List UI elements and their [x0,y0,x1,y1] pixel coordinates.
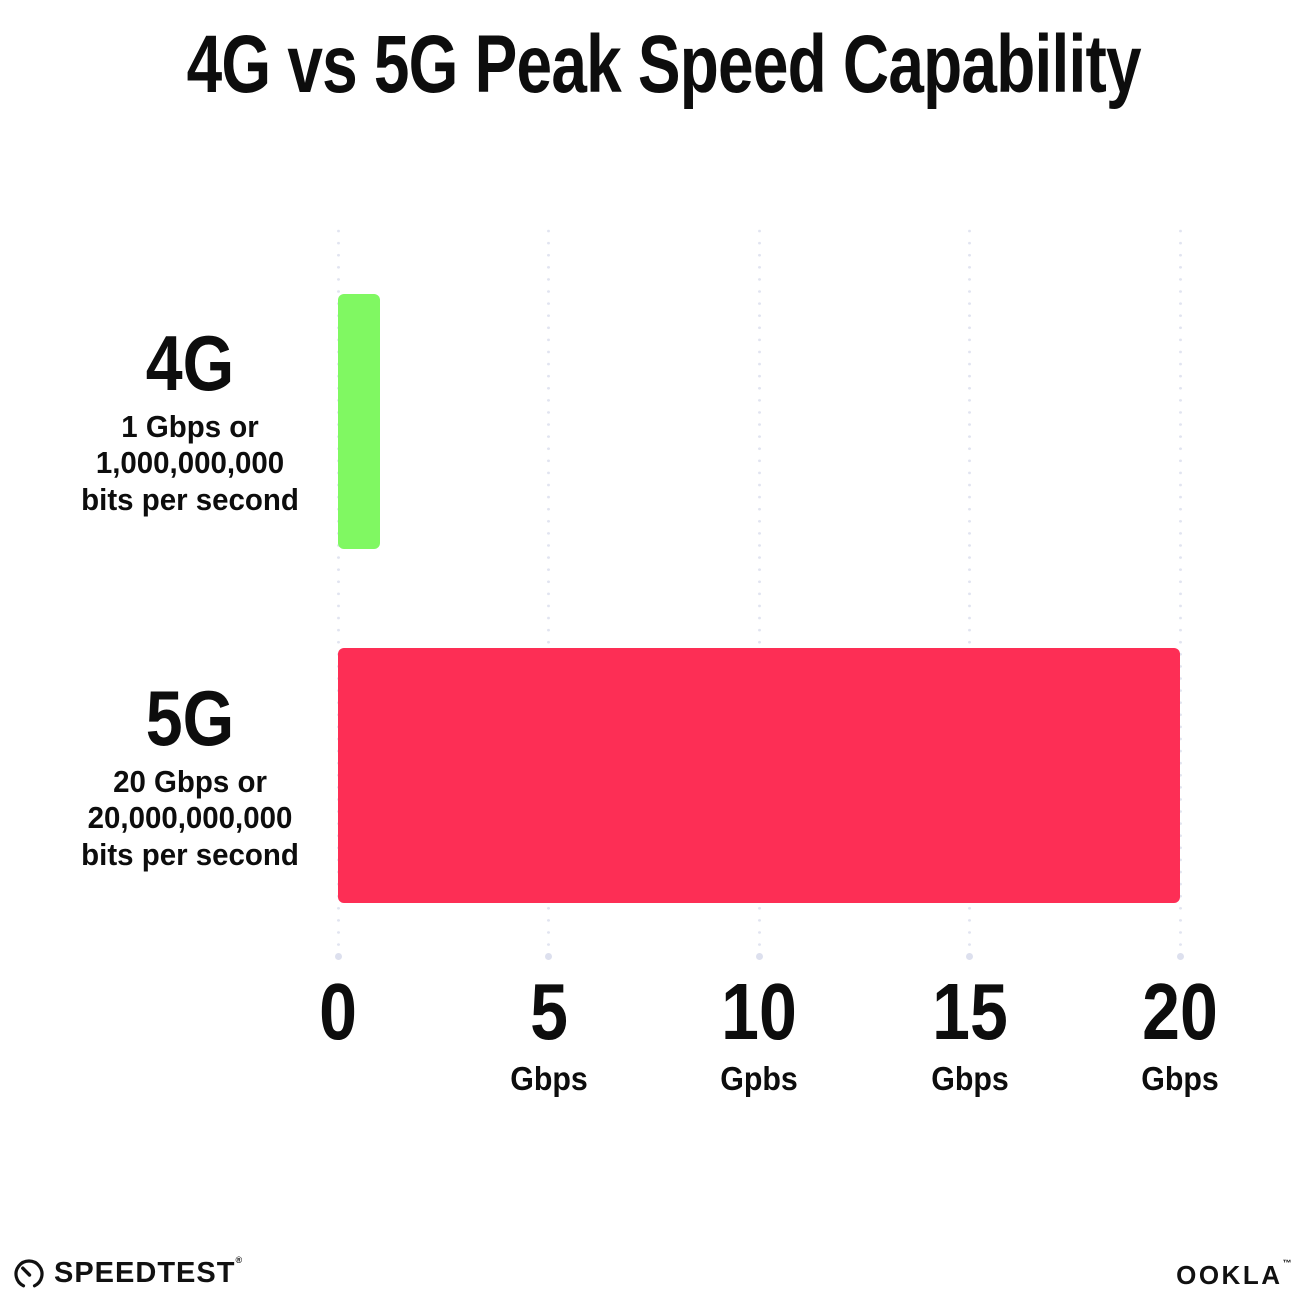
category-label-5g: 5G [145,674,235,762]
gridline [755,225,763,960]
category-desc-5g: 20 Gbps or 20,000,000,000 bits per secon… [43,764,338,874]
desc-line: 1,000,000,000 [95,445,285,481]
x-tick: 20 Gbps [1080,967,1280,1097]
gridlines [334,225,1184,960]
x-axis: 0 5 Gbps 10 Gpbs 15 Gbps 20 Gbps [319,967,1219,1112]
row-label-5g: 5G 20 Gbps or 20,000,000,000 bits per se… [35,674,345,874]
row-label-4g: 4G 1 Gbps or 1,000,000,000 bits per seco… [35,319,345,519]
x-tick-value: 10 [721,967,797,1056]
x-tick-value: 15 [931,967,1008,1056]
gridline [966,225,973,960]
ookla-trademark: ™ [1282,1258,1294,1268]
bar-chart [334,225,1184,960]
page-title: 4G vs 5G Peak Speed Capability [10,19,1308,110]
page-title-text: 4G vs 5G Peak Speed Capability [186,19,1142,110]
desc-line: 20 Gbps or [113,763,267,799]
bar-5g [338,648,1180,903]
speedtest-trademark: ® [235,1254,244,1265]
gridline [1176,225,1184,960]
x-tick-value: 5 [529,967,568,1056]
x-tick: 15 Gbps [870,967,1070,1097]
desc-line: 1 Gbps or [121,408,259,444]
gridline [545,225,552,960]
x-tick-unit: Gpbs [720,1060,798,1097]
ookla-label: OOKLA [1176,1260,1283,1290]
x-tick: 10 Gpbs [659,967,859,1097]
x-tick-value: 20 [1142,967,1218,1056]
desc-line: 20,000,000,000 [87,800,293,836]
x-tick-value: 0 [319,967,357,1056]
ookla-logo: OOKLA™ [1176,1258,1294,1291]
x-tick: 5 Gbps [449,967,649,1097]
speedtest-label: SPEEDTEST [54,1256,236,1289]
speedtest-logo: SPEEDTEST® [12,1254,244,1290]
speedtest-wordmark: SPEEDTEST® [54,1254,244,1290]
speedtest-gauge-icon [14,1259,44,1288]
x-tick-unit: Gbps [930,1060,1009,1097]
category-desc-4g: 1 Gbps or 1,000,000,000 bits per second [43,409,338,519]
category-label-4g: 4G [145,319,235,407]
x-tick-unit: Gbps [509,1060,588,1097]
desc-line: bits per second [81,837,299,873]
x-tick: 0 [238,972,438,1052]
bar-4g [338,294,381,549]
gridline [334,225,342,960]
ookla-wordmark: OOKLA™ [1176,1258,1294,1291]
desc-line: bits per second [81,482,299,518]
x-tick-unit: Gbps [1141,1060,1219,1097]
